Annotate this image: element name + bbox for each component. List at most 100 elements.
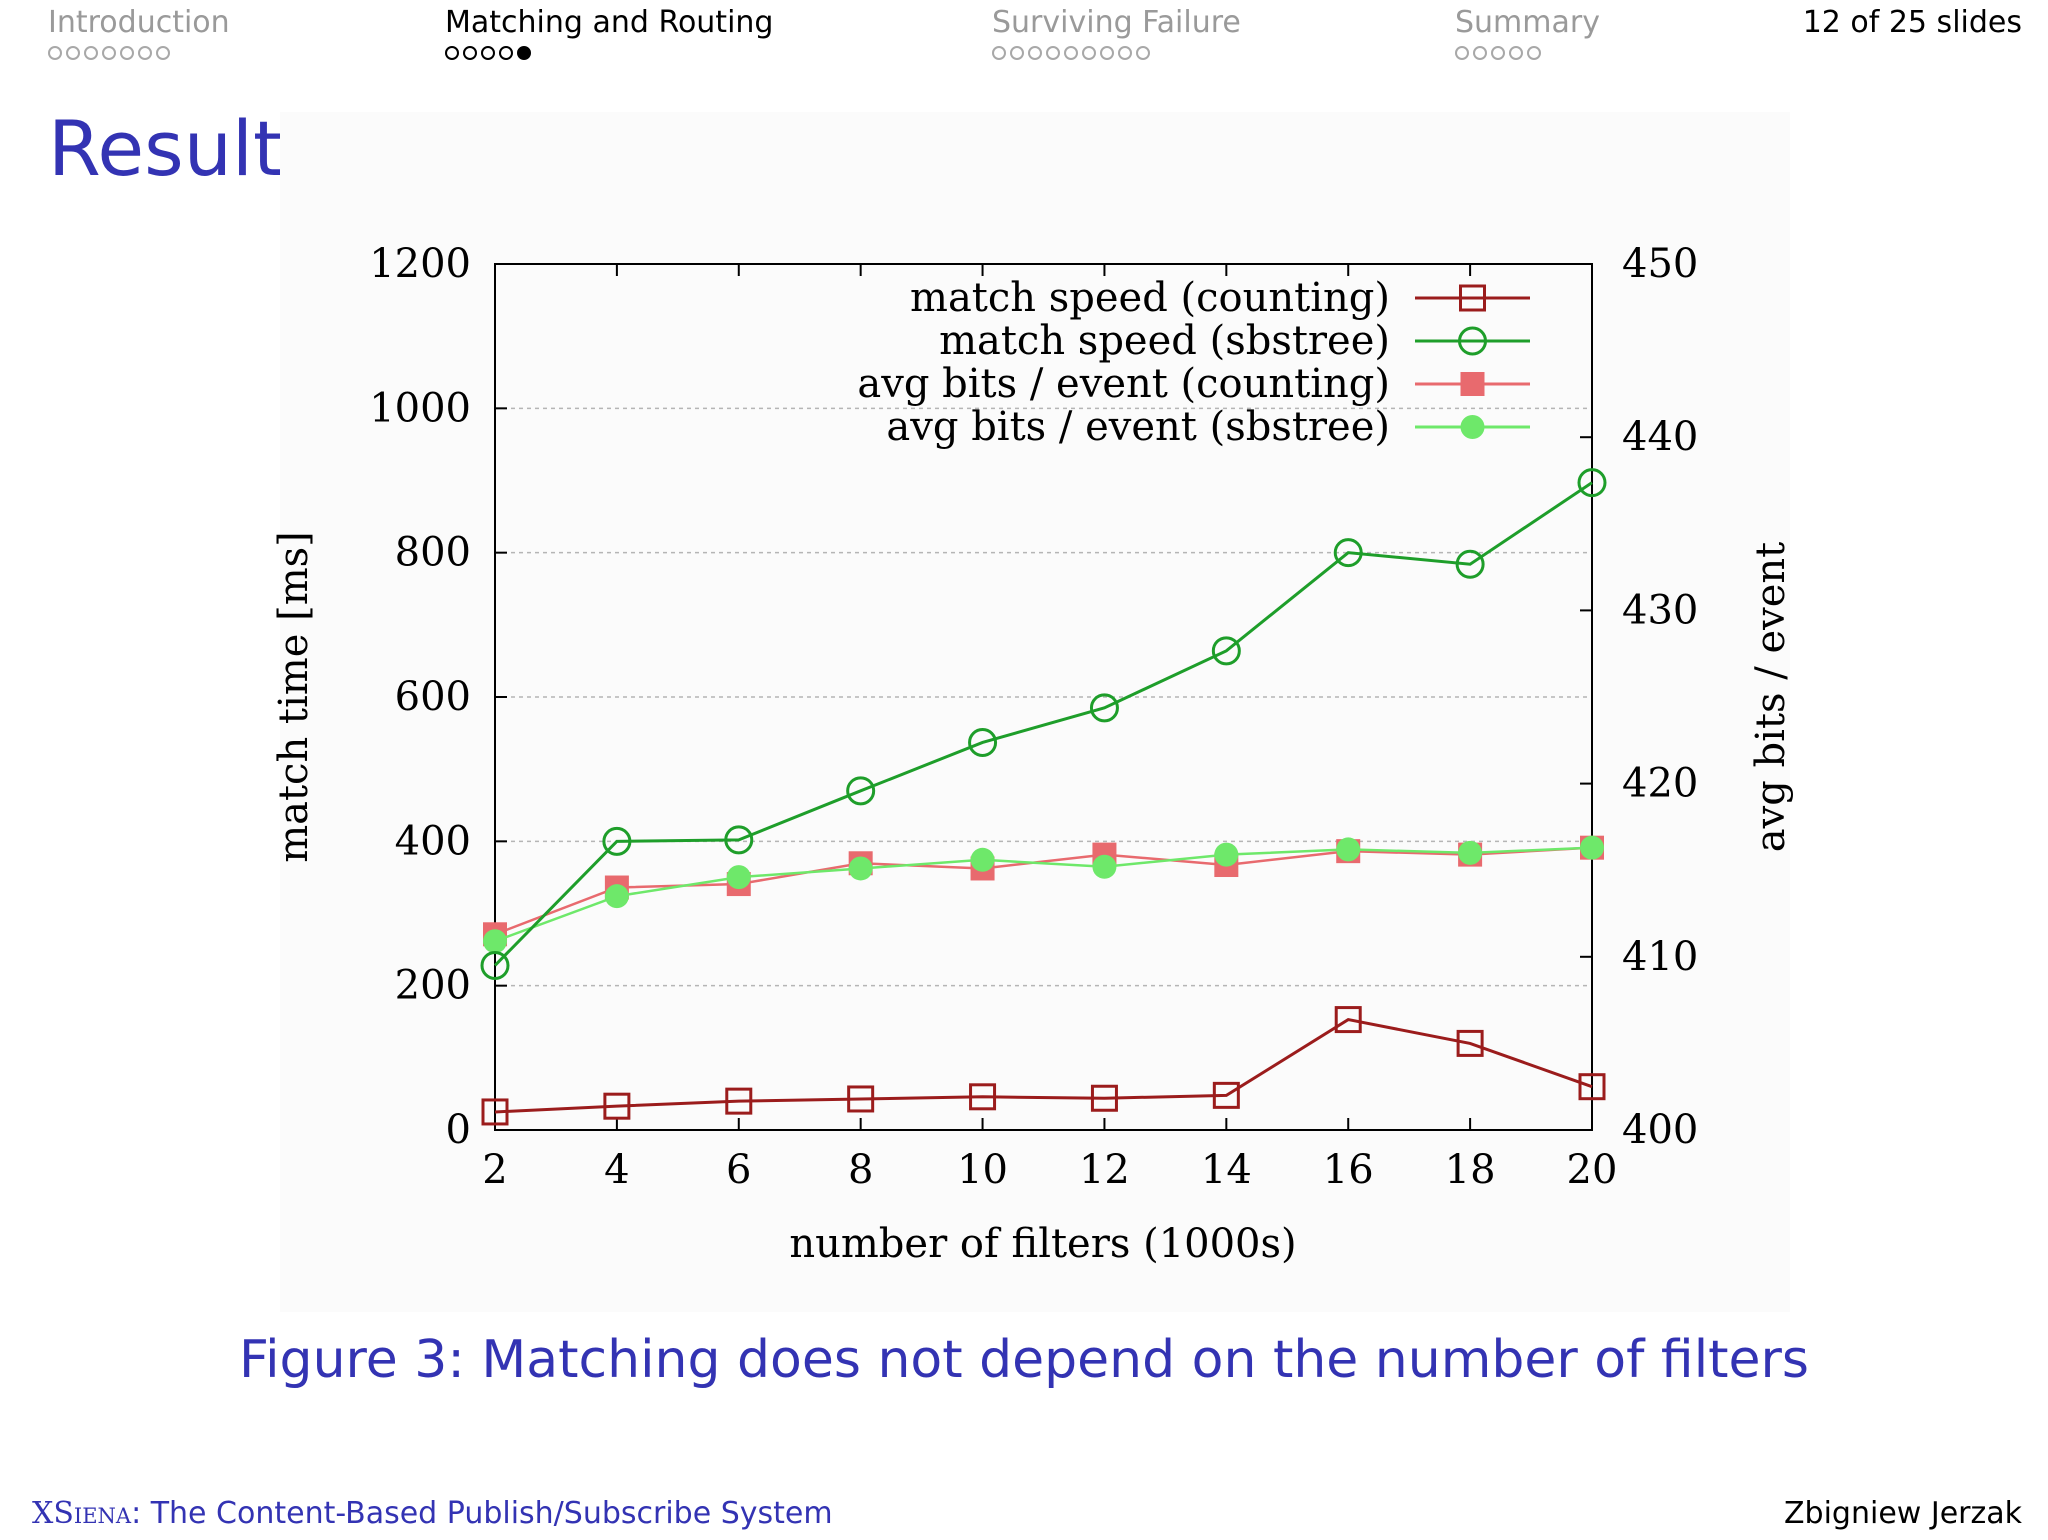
slide-dot[interactable] [1136, 46, 1150, 60]
nav-slide-dots[interactable] [1455, 46, 1600, 60]
grid-lines [495, 407, 1592, 987]
slide-dot[interactable] [1118, 46, 1132, 60]
slide-counter: 12 of 25 slides [1802, 5, 2022, 40]
nav-slide-dots[interactable] [445, 46, 773, 60]
y2-tick-label: 440 [1622, 414, 1698, 460]
y-tick-label: 1000 [369, 385, 471, 431]
slide-dot[interactable] [84, 46, 98, 60]
series-line [494, 1017, 1593, 1114]
nav-section-title[interactable]: Surviving Failure [992, 5, 1241, 40]
slide-dot[interactable] [517, 46, 531, 60]
nav-section-surviving-failure[interactable]: Surviving Failure [992, 4, 1241, 60]
y2-tick-label: 410 [1622, 934, 1698, 980]
data-point [481, 1098, 509, 1126]
legend-label: match speed (counting) [910, 275, 1390, 321]
x-tick-label: 6 [726, 1147, 751, 1193]
plot-background [280, 112, 1790, 1312]
data-point [846, 776, 876, 806]
data-point [969, 1083, 997, 1111]
data-point [483, 929, 507, 954]
data-point [1456, 1029, 1484, 1057]
footer: XSiena: The Content-Based Publish/Subscr… [0, 1496, 2048, 1536]
x-tick-label: 16 [1323, 1147, 1374, 1193]
footer-subtitle: : The Content-Based Publish/Subscribe Sy… [131, 1496, 833, 1531]
data-point [1333, 538, 1363, 568]
data-point [1455, 549, 1485, 579]
series-line [494, 846, 1593, 943]
frame-title: Result [48, 104, 283, 193]
nav-section-title[interactable]: Introduction [48, 5, 230, 40]
slide-dot[interactable] [1491, 46, 1505, 60]
data-point [1458, 840, 1483, 865]
data-point [1212, 1081, 1240, 1109]
slide-dot[interactable] [481, 46, 495, 60]
data-point [970, 847, 995, 872]
nav-section-matching-and-routing[interactable]: Matching and Routing [445, 4, 773, 60]
slide-dot[interactable] [445, 46, 459, 60]
data-point [1336, 837, 1361, 862]
y2-tick-label: 450 [1622, 241, 1698, 287]
slide-dot[interactable] [1028, 46, 1042, 60]
slide-dot[interactable] [48, 46, 62, 60]
data-point [724, 825, 754, 855]
data-point [602, 826, 632, 856]
y2-tick-label: 400 [1622, 1107, 1698, 1153]
nav-section-title[interactable]: Matching and Routing [445, 5, 774, 40]
slide-dot[interactable] [1527, 46, 1541, 60]
data-point [1577, 468, 1607, 498]
slide-dot[interactable] [1046, 46, 1060, 60]
x-tick-label: 14 [1201, 1147, 1252, 1193]
slide-dot[interactable] [1082, 46, 1096, 60]
x-axis-label: number of filters (1000s) [789, 1221, 1296, 1267]
data-point [848, 856, 873, 881]
legend-marker [1459, 284, 1486, 312]
nav-section-title[interactable]: Summary [1455, 5, 1600, 40]
legend: match speed (counting)match speed (sbstr… [857, 275, 1530, 450]
series-group [480, 468, 1607, 1126]
data-point [726, 865, 751, 890]
legend-marker [1458, 326, 1487, 356]
y-tick-label: 1200 [369, 241, 471, 287]
slide-dot[interactable] [1064, 46, 1078, 60]
slide-dot[interactable] [992, 46, 1006, 60]
slide-dot[interactable] [1473, 46, 1487, 60]
data-point [1211, 636, 1241, 666]
nav-slide-dots[interactable] [992, 46, 1241, 60]
data-point [604, 884, 629, 909]
slide-dot[interactable] [463, 46, 477, 60]
slide-dot[interactable] [102, 46, 116, 60]
y-tick-label: 800 [395, 530, 471, 576]
slide-dot[interactable] [120, 46, 134, 60]
slide-dot[interactable] [156, 46, 170, 60]
x-tick-label: 8 [848, 1147, 873, 1193]
slide-dot[interactable] [1455, 46, 1469, 60]
slide-dot[interactable] [499, 46, 513, 60]
series-line [493, 481, 1593, 967]
y-tick-label: 200 [395, 963, 471, 1009]
nav-slide-dots[interactable] [48, 46, 230, 60]
nav-section-introduction[interactable]: Introduction [48, 4, 230, 60]
slide-dot[interactable] [1100, 46, 1114, 60]
y2-tick-label: 430 [1622, 587, 1698, 633]
data-point [1092, 854, 1117, 879]
data-point [1089, 693, 1119, 723]
slide-dot[interactable] [1509, 46, 1523, 60]
nav-section-summary[interactable]: Summary [1455, 4, 1600, 60]
data-point [968, 727, 998, 757]
y-tick-label: 600 [395, 674, 471, 720]
y2-axis-label: avg bits / event [1748, 542, 1794, 852]
x-tick-label: 20 [1567, 1147, 1618, 1193]
x-tick-label: 18 [1445, 1147, 1496, 1193]
data-point [725, 1087, 753, 1115]
x-tick-label: 10 [957, 1147, 1008, 1193]
y-tick-label: 0 [446, 1107, 471, 1153]
slide-dot[interactable] [1010, 46, 1024, 60]
data-point [1578, 1073, 1606, 1101]
x-tick-label: 4 [604, 1147, 629, 1193]
y2-tick-label: 420 [1622, 761, 1698, 807]
slide-dot[interactable] [138, 46, 152, 60]
legend-label: avg bits / event (counting) [857, 361, 1390, 407]
slide-dot[interactable] [66, 46, 80, 60]
